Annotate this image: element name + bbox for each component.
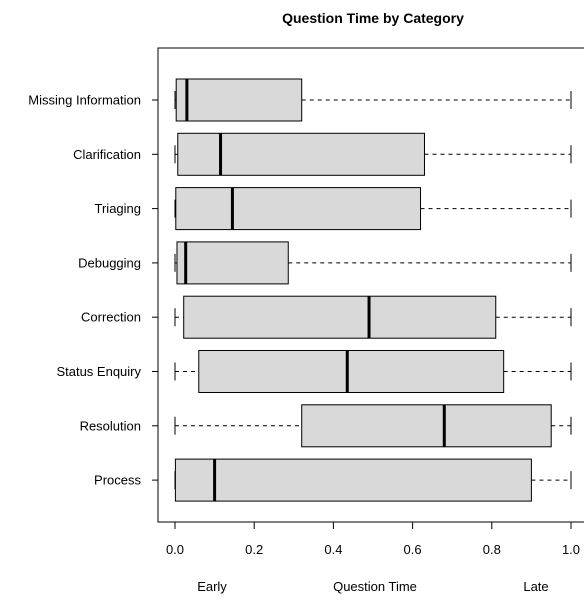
iqr-box — [177, 132, 425, 176]
box-triaging — [174, 187, 572, 231]
x-label-late: Late — [523, 579, 548, 594]
x-tick-label: 0.8 — [483, 542, 501, 557]
category-label-status-enquiry: Status Enquiry — [56, 364, 141, 379]
category-label-missing-information: Missing Information — [28, 93, 141, 108]
x-axis: 0.0 0.2 0.4 0.6 0.8 1.0 — [166, 521, 580, 557]
iqr-box — [198, 350, 505, 393]
x-label-early: Early — [197, 579, 227, 594]
box-resolution — [174, 404, 572, 448]
category-label-process: Process — [94, 473, 141, 488]
iqr-box — [175, 78, 303, 122]
category-label-resolution: Resolution — [80, 418, 141, 433]
category-labels: Missing Information Clarification Triaging… — [28, 93, 158, 488]
iqr-box — [176, 241, 289, 285]
x-tick-label: 0.4 — [324, 542, 342, 557]
chart-title: Question Time by Category — [282, 10, 464, 26]
x-tick-label: 0.6 — [404, 542, 422, 557]
iqr-box — [175, 187, 422, 231]
box-correction — [174, 295, 572, 339]
x-axis-label: Question Time — [333, 579, 417, 594]
iqr-box — [174, 458, 532, 502]
boxes-group — [174, 78, 572, 502]
box-debugging — [174, 241, 572, 285]
category-label-clarification: Clarification — [73, 147, 141, 162]
category-label-triaging: Triaging — [95, 201, 141, 216]
box-clarification — [174, 132, 572, 176]
iqr-box — [183, 295, 497, 339]
category-label-debugging: Debugging — [78, 255, 141, 270]
x-tick-label: 1.0 — [562, 542, 580, 557]
box-process — [174, 458, 572, 502]
box-missing-information — [174, 78, 572, 122]
box-status-enquiry — [174, 350, 572, 393]
category-label-correction: Correction — [81, 310, 141, 325]
x-tick-label: 0.2 — [245, 542, 263, 557]
x-tick-label: 0.0 — [166, 542, 184, 557]
iqr-box — [301, 404, 552, 448]
